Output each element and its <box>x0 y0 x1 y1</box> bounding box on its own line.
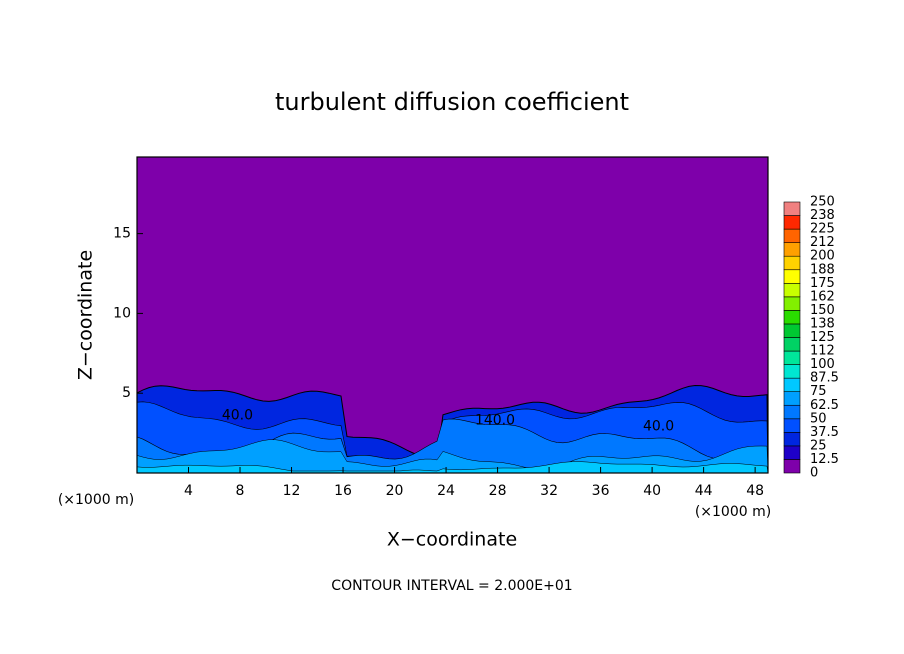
colorbar-swatch <box>783 228 801 243</box>
colorbar-label: 200 <box>810 249 835 264</box>
colorbar-label: 162 <box>810 289 835 304</box>
colorbar-swatch <box>783 201 801 216</box>
colorbar-label: 25 <box>810 438 827 453</box>
colorbar-swatch <box>783 445 801 460</box>
colorbar-label: 12.5 <box>810 452 839 467</box>
colorbar-label: 112 <box>810 344 835 359</box>
colorbar-swatch <box>783 323 801 338</box>
colorbar-swatch <box>783 242 801 257</box>
colorbar-label: 50 <box>810 411 827 426</box>
colorbar-label: 250 <box>810 195 835 210</box>
x-axis-label: X−coordinate <box>387 529 517 551</box>
colorbar-label: 100 <box>810 357 835 372</box>
colorbar-swatch <box>783 418 801 433</box>
x-tick-label: 44 <box>695 483 713 499</box>
colorbar-swatch <box>783 459 801 474</box>
colorbar-label: 212 <box>810 235 835 250</box>
colorbar-label: 87.5 <box>810 371 839 386</box>
x-tick-label: 40 <box>643 483 661 499</box>
field <box>136 157 769 474</box>
footer: CONTOUR INTERVAL = 2.000E+01 <box>331 578 572 594</box>
y-tick-label: 5 <box>122 385 131 401</box>
colorbar-swatch <box>783 391 801 406</box>
x-tick-label: 36 <box>592 483 610 499</box>
colorbar-swatch <box>783 337 801 352</box>
colorbar-label: 62.5 <box>810 398 839 413</box>
colorbar-swatch <box>783 404 801 420</box>
x-tick-label: 12 <box>283 483 301 499</box>
colorbar-swatch <box>783 269 801 284</box>
x-unit: (×1000 m) <box>695 504 771 520</box>
colorbar-swatch <box>783 350 801 365</box>
colorbar-swatch <box>783 282 801 298</box>
colorbar-swatch <box>783 364 801 379</box>
contour-label: 40.0 <box>643 419 674 435</box>
colorbar-swatch <box>783 296 801 311</box>
x-tick-label: 8 <box>236 483 245 499</box>
colorbar-label: 75 <box>810 384 827 399</box>
y-axis-label: Z−coordinate <box>75 250 97 380</box>
colorbar-swatch <box>783 377 801 392</box>
x-tick-label: 28 <box>489 483 507 499</box>
colorbar-label: 238 <box>810 208 835 223</box>
colorbar-label: 138 <box>810 316 835 331</box>
colorbar-swatch <box>783 215 801 230</box>
y-tick-label: 15 <box>113 226 131 242</box>
x-tick-label: 48 <box>746 483 764 499</box>
colorbar-label: 125 <box>810 330 835 345</box>
contour-label: 140.0 <box>475 412 515 428</box>
colorbar-label: 150 <box>810 303 835 318</box>
layer <box>136 461 769 474</box>
colorbar-swatch <box>783 310 801 325</box>
x-tick-label: 32 <box>540 483 558 499</box>
colorbar-swatch <box>783 432 801 447</box>
colorbar-label: 188 <box>810 262 835 277</box>
colorbar-label: 225 <box>810 222 835 237</box>
colorbar-label: 37.5 <box>810 425 839 440</box>
colorbar-label: 0 <box>810 466 818 481</box>
frame <box>136 156 769 474</box>
chart-title: turbulent diffusion coefficient <box>275 88 629 116</box>
x-tick-label: 16 <box>334 483 352 499</box>
contour-label: 40.0 <box>222 408 253 424</box>
colorbar-label: 175 <box>810 276 835 291</box>
x-tick-label: 24 <box>437 483 455 499</box>
x-tick-label: 20 <box>386 483 404 499</box>
x-unit: (×1000 m) <box>58 492 134 508</box>
colorbar-swatch <box>783 255 801 271</box>
y-tick-label: 10 <box>113 305 131 321</box>
x-tick-label: 4 <box>184 483 193 499</box>
